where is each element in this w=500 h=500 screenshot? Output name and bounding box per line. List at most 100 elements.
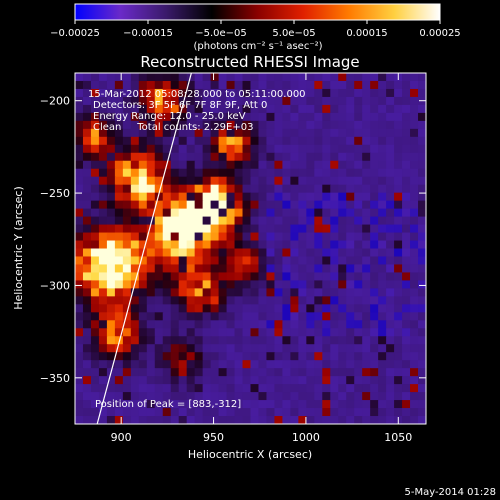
heatmap-pixel [258,248,268,258]
heatmap-pixel [178,248,188,258]
heatmap-pixel [258,73,268,82]
heatmap-pixel [242,264,252,274]
heatmap-pixel [138,192,148,202]
heatmap-pixel [330,304,339,313]
heatmap-pixel [386,392,395,401]
heatmap-pixel [90,73,100,82]
heatmap-pixel [242,208,252,218]
heatmap-pixel [162,240,172,250]
heatmap-pixel [170,400,180,409]
heatmap-pixel [346,384,355,393]
heatmap-pixel [346,128,355,138]
heatmap-pixel [106,208,116,218]
heatmap-pixel [194,392,204,401]
heatmap-pixel [298,344,307,353]
colorbar-tick-label: −5.0e−05 [195,28,247,39]
heatmap-pixel [138,384,148,393]
heatmap-pixel [370,192,379,202]
heatmap-pixel [378,312,387,321]
heatmap-pixel [338,192,347,202]
heatmap-pixel [122,368,132,377]
heatmap-pixel [386,336,395,345]
heatmap-pixel [338,160,347,170]
heatmap-pixel [338,120,347,130]
heatmap-pixel [210,73,220,82]
heatmap-pixel [370,184,379,194]
heatmap-pixel [202,88,212,98]
heatmap-pixel [170,312,180,321]
heatmap-pixel [218,312,228,321]
heatmap-pixel [354,73,363,82]
heatmap-pixel [362,376,371,385]
heatmap-pixel [130,296,140,305]
heatmap-pixel [330,184,339,194]
heatmap-pixel [170,256,180,266]
heatmap-pixel [186,392,196,401]
heatmap-pixel [146,176,156,186]
heatmap-pixel [386,200,395,210]
heatmap-pixel [274,376,284,385]
heatmap-pixel [282,96,291,106]
heatmap-pixel [410,408,419,417]
heatmap-pixel [226,192,236,202]
heatmap-pixel [90,368,100,377]
heatmap-pixel [314,144,323,154]
heatmap-pixel [186,240,196,250]
heatmap-pixel [282,336,291,345]
heatmap-pixel [162,408,172,417]
heatmap-pixel [274,176,284,186]
heatmap-pixel [186,120,196,130]
heatmap-pixel [90,408,100,417]
heatmap-pixel [194,400,204,409]
heatmap-pixel [378,136,387,146]
heatmap-pixel [106,128,116,138]
heatmap-pixel [418,96,426,106]
heatmap-pixel [298,400,307,409]
heatmap-pixel [194,112,204,122]
heatmap-pixel [386,368,395,377]
heatmap-pixel [274,296,284,305]
heatmap-pixel [218,408,228,417]
heatmap-pixel [298,384,307,393]
heatmap-pixel [234,88,244,98]
heatmap-pixel [298,88,307,98]
heatmap-pixel [130,73,140,82]
heatmap-pixel [362,392,371,401]
heatmap-pixel [418,120,426,130]
heatmap-pixel [170,352,180,361]
heatmap-pixel [298,192,307,202]
heatmap-pixel [98,264,108,274]
heatmap-pixel [250,192,260,202]
heatmap-pixel [282,152,291,162]
heatmap-pixel [322,144,331,154]
heatmap-pixel [378,88,387,98]
heatmap-pixel [234,168,244,178]
heatmap-pixel [138,408,148,417]
heatmap-pixel [98,88,108,98]
heatmap-pixel [266,320,276,329]
heatmap-pixel [250,232,260,242]
heatmap-pixel [234,352,244,361]
heatmap-pixel [282,296,291,305]
heatmap-pixel [210,80,220,90]
heatmap-pixel [226,264,236,274]
heatmap-pixel [130,240,140,250]
heatmap-pixel [162,73,172,82]
heatmap-pixel [194,408,204,417]
heatmap-pixel [354,416,363,424]
heatmap-pixel [146,160,156,170]
heatmap-pixel [370,112,379,122]
heatmap-pixel [162,256,172,266]
heatmap-pixel [354,176,363,186]
heatmap-pixel [330,152,339,162]
heatmap-pixel [338,384,347,393]
heatmap-pixel [402,216,411,226]
heatmap-pixel [194,376,204,385]
heatmap-pixel [106,104,116,114]
heatmap-pixel [410,248,419,258]
heatmap-pixel [298,208,307,218]
heatmap-pixel [402,112,411,122]
heatmap-pixel [378,288,387,297]
heatmap-pixel [178,368,188,377]
heatmap-pixel [162,288,172,297]
